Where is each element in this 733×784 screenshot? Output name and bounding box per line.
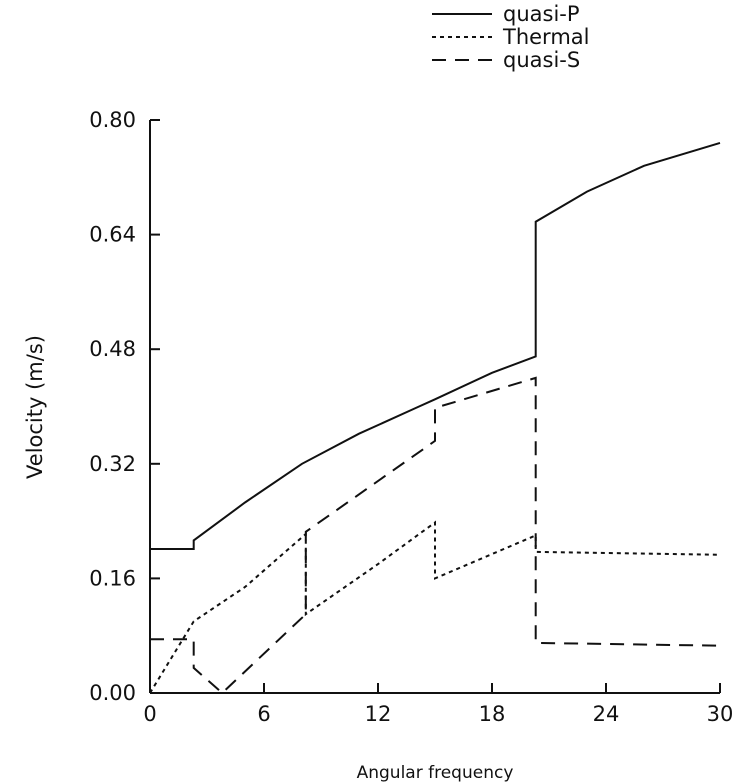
series-line-thermal	[149, 520, 721, 694]
y-tick-label: 0.80	[89, 108, 136, 132]
x-axis-label: Angular frequency	[357, 763, 514, 783]
x-tick-label: 24	[593, 702, 620, 726]
y-tick-label: 0.48	[89, 337, 136, 361]
x-tick-label: 6	[257, 702, 270, 726]
legend-label: quasi-S	[503, 48, 580, 72]
plot-area	[149, 141, 721, 695]
y-tick-label: 0.64	[89, 223, 136, 247]
legend-label: quasi-P	[503, 2, 580, 26]
y-tick-label: 0.32	[89, 452, 136, 476]
x-tick-label: 18	[479, 702, 506, 726]
y-tick-label: 0.16	[89, 566, 136, 590]
series-line-quasi-s	[150, 376, 721, 695]
y-axis-label: Velocity (m/s)	[23, 335, 47, 479]
x-tick-label: 30	[707, 702, 733, 726]
series-line-quasi-p	[150, 141, 721, 550]
y-tick-label: 0.00	[89, 681, 136, 705]
axes: 0.00 0.16 0.32 0.48 0.64 0.80 0 6 12 18 24 30	[89, 108, 733, 726]
x-tick-label: 12	[365, 702, 392, 726]
legend-label: Thermal	[502, 25, 589, 49]
x-tick-label: 0	[143, 702, 156, 726]
